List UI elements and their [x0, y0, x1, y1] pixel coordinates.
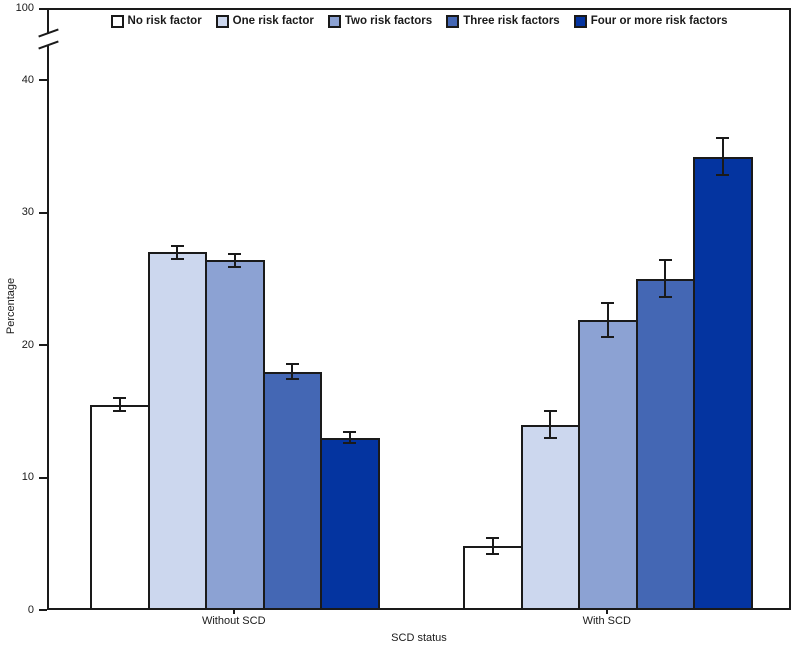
legend-swatch-icon: [446, 14, 460, 28]
error-bar-line: [721, 138, 724, 176]
error-bar-cap-top: [543, 410, 557, 413]
error-bar-line: [606, 302, 609, 338]
error-bar-line: [233, 253, 236, 267]
bar-without-scd-two-risk-factors: [205, 260, 265, 610]
error-bar-cap-bottom: [658, 296, 672, 299]
x-category-label-with-scd: With SCD: [582, 615, 631, 627]
legend-label: Four or more risk factors: [590, 15, 728, 27]
y-tick-label: 10: [21, 471, 34, 483]
bar-without-scd-one-risk-factor: [147, 252, 207, 610]
x-category-label-without-scd: Without SCD: [201, 615, 266, 627]
y-tick-label: 30: [21, 206, 34, 218]
bar-with-scd-one-risk-factor: [520, 424, 580, 610]
y-axis-title: Percentage: [5, 277, 17, 335]
legend-label: No risk factor: [127, 15, 202, 27]
y-tick: [39, 476, 47, 479]
error-bar-cap-top: [486, 537, 500, 540]
legend-label: One risk factor: [232, 15, 314, 27]
legend: No risk factor One risk factor Two risk fa…: [47, 12, 791, 30]
error-bar-cap-top: [228, 252, 242, 255]
y-tick-label: 100: [15, 2, 34, 14]
x-axis-title: SCD status: [391, 632, 447, 644]
y-tick-label: 40: [21, 73, 34, 86]
legend-swatch-icon: [327, 14, 341, 28]
bar-with-scd-no-risk-factor: [463, 546, 523, 610]
error-bar-line: [291, 363, 294, 380]
error-bar-cap-bottom: [601, 336, 615, 339]
error-bar-cap-bottom: [343, 442, 357, 445]
error-bar-line: [348, 432, 351, 444]
y-tick: [39, 8, 47, 10]
error-bar-cap-bottom: [543, 436, 557, 439]
x-tick: [605, 610, 608, 614]
bar-with-scd-four-or-more-risk-factors: [693, 156, 753, 610]
error-bar-line: [491, 538, 494, 555]
error-bar-cap-bottom: [285, 378, 299, 381]
error-bar-cap-top: [601, 301, 615, 304]
x-tick: [232, 610, 235, 614]
y-tick: [39, 79, 47, 81]
error-bar-cap-top: [658, 259, 672, 262]
error-bar-cap-bottom: [228, 265, 242, 268]
legend-item-three-risk-factors: Three risk factors: [446, 14, 560, 28]
bar-without-scd-three-risk-factors: [262, 371, 322, 610]
error-bar-cap-bottom: [716, 174, 730, 177]
legend-item-two-risk-factors: Two risk factors: [327, 14, 433, 28]
error-bar-cap-bottom: [486, 553, 500, 556]
y-tick-label: 0: [27, 603, 34, 616]
y-tick: [39, 609, 47, 611]
error-bar-cap-top: [343, 431, 357, 434]
error-bar-cap-top: [113, 397, 127, 399]
plot-frame: [47, 8, 791, 610]
legend-label: Two risk factors: [344, 15, 433, 27]
legend-swatch-icon: [110, 14, 124, 28]
error-bar-line: [549, 411, 552, 438]
bar-without-scd-four-or-more-risk-factors: [320, 437, 380, 610]
legend-swatch-icon: [215, 14, 229, 28]
error-bar-cap-bottom: [170, 257, 184, 260]
legend-item-one-risk-factor: One risk factor: [215, 14, 314, 28]
axis-break-gap: [45, 34, 51, 46]
error-bar-line: [118, 398, 121, 412]
y-tick-label: 20: [21, 338, 34, 351]
bar-without-scd-no-risk-factor: [90, 404, 150, 610]
bar-with-scd-two-risk-factors: [578, 319, 638, 610]
error-bar-cap-top: [285, 362, 299, 365]
error-bar-cap-top: [716, 137, 730, 140]
error-bar-cap-top: [170, 244, 184, 247]
error-bar-line: [176, 245, 179, 259]
error-bar-line: [664, 260, 667, 298]
bar-with-scd-three-risk-factors: [635, 278, 695, 610]
y-tick: [39, 211, 47, 214]
legend-item-four-or-more-risk-factors: Four or more risk factors: [573, 14, 728, 28]
legend-label: Three risk factors: [463, 15, 560, 27]
y-tick: [39, 344, 47, 346]
error-bar-cap-bottom: [113, 410, 127, 413]
legend-item-no-risk-factor: No risk factor: [110, 14, 202, 28]
legend-swatch-icon: [573, 14, 587, 28]
